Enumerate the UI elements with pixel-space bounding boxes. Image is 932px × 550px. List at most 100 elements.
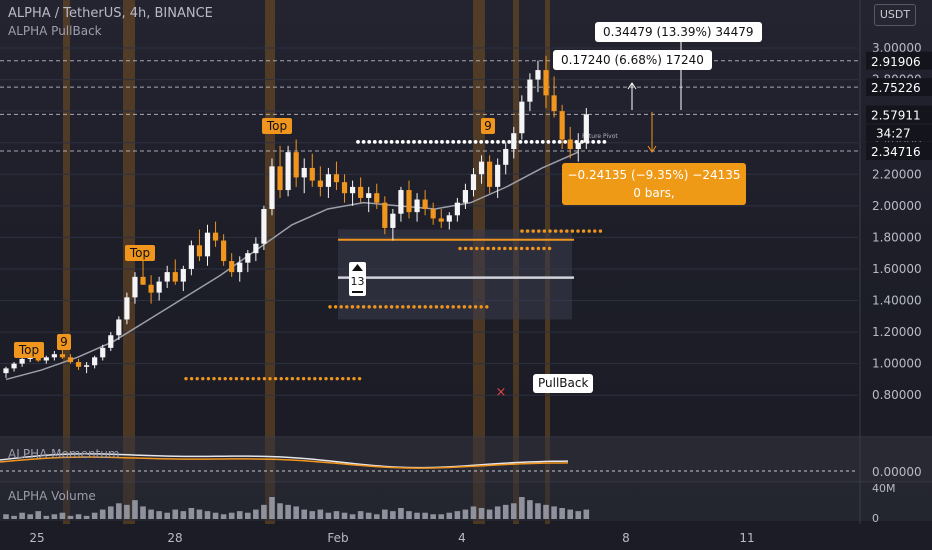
volume-bar [245,512,251,519]
level-dot [389,305,394,309]
future-pivot-dot [417,140,422,144]
future-pivot-dot [490,140,495,144]
price-badge-text: 2.75226 [871,81,921,95]
top-tag-box [14,342,44,358]
x-tick-label: 25 [29,531,44,545]
volume-bar [59,512,66,519]
level-dot [361,305,366,309]
volume-bar [510,503,517,519]
level-dot [195,376,199,381]
price-badge-text: 2.91906 [871,55,921,69]
level-dot [189,376,194,381]
candle-body [438,218,444,222]
candle-body [374,193,380,203]
volume-bar [19,512,25,519]
volume-bar [527,500,533,519]
level-dot [290,376,295,381]
candle-body [325,174,331,187]
nine-tag-text: 9 [60,335,68,349]
candle-body [301,167,307,178]
level-dot [395,305,399,309]
candle-body [108,335,114,348]
future-pivot-dot [434,140,439,144]
level-dot [508,246,513,251]
candle-body [333,174,340,183]
candle-body [398,190,404,214]
nine-tag-box [57,334,71,350]
level-dot [352,376,356,381]
volume-bar [277,503,283,519]
y-tick-label: 2.20000 [872,167,922,181]
candle-body [172,272,178,282]
volume-bar [3,514,9,519]
y-tick-label: 1.80000 [872,230,922,244]
future-pivot-dot [468,140,472,144]
top-tag-box [262,118,292,134]
future-pivot-dot [400,140,405,144]
level-dot [463,246,468,251]
pullback-label: PullBack [533,374,594,393]
candle-body [495,164,501,187]
candle-body [543,70,549,96]
volume-bar [519,497,525,519]
countdown-text: 34:27 [876,126,911,140]
level-dot [576,229,580,233]
future-pivot-dot [563,140,568,144]
candle-body [341,182,348,194]
volume-bar [75,514,82,519]
future-pivot-dot [501,140,506,144]
level-dot [378,305,383,309]
volume-bar [91,512,98,519]
candle-body [100,347,106,358]
volume-bar [317,509,324,519]
future-pivot-dot [445,140,450,144]
volume-bar [220,514,227,519]
currency-button[interactable]: USDT [874,4,916,26]
future-pivot-dot [479,140,484,144]
candle-body [221,240,227,262]
top-tag-text: Top [129,246,150,260]
x-tick-label: 8 [622,531,630,545]
candle-body [59,354,66,358]
candle-body [358,186,364,198]
volume-bar [349,514,356,519]
candle-body [277,166,283,191]
candle-body [204,232,211,257]
future-pivot-dot [423,140,428,144]
candle-body [245,253,251,263]
volume-bar [99,509,106,519]
moving-average-line [5,151,579,381]
future-pivot-dot [591,140,596,144]
candle-body [382,202,388,228]
level-dot [581,229,586,233]
measure-down-bars: 0 bars, [633,186,675,200]
future-pivot-dot [372,140,377,144]
level-dot [301,376,306,381]
volume-bar [132,500,138,519]
level-dot [440,305,444,309]
candle-body [11,363,17,369]
volume-bar [325,512,332,519]
level-dot [491,246,496,251]
level-dot [240,376,244,381]
level-dot [335,376,339,381]
candle-body [487,161,493,187]
symbol-title: ALPHA / TetherUS, 4h, BINANCE [8,6,213,21]
level-dot [503,246,507,251]
volume-bar [382,509,388,519]
y-tick-label: 1.20000 [872,325,922,339]
nine-tag-box [481,118,495,134]
level-dot [469,246,473,251]
volume-tick-label: 0 [872,512,879,525]
future-pivot-dot [529,140,534,144]
candle-body [132,276,138,298]
candle-body [470,174,477,191]
volume-bar [293,506,299,519]
candle-body [575,142,581,150]
candle-body [140,276,146,285]
volume-bar [107,506,114,519]
level-dot [520,229,524,233]
future-pivot-dot [484,140,489,144]
candle-body [309,167,315,181]
